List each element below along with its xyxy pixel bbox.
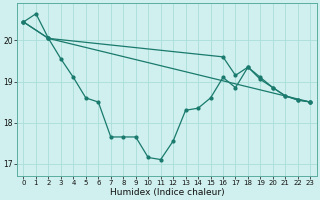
X-axis label: Humidex (Indice chaleur): Humidex (Indice chaleur) bbox=[109, 188, 224, 197]
